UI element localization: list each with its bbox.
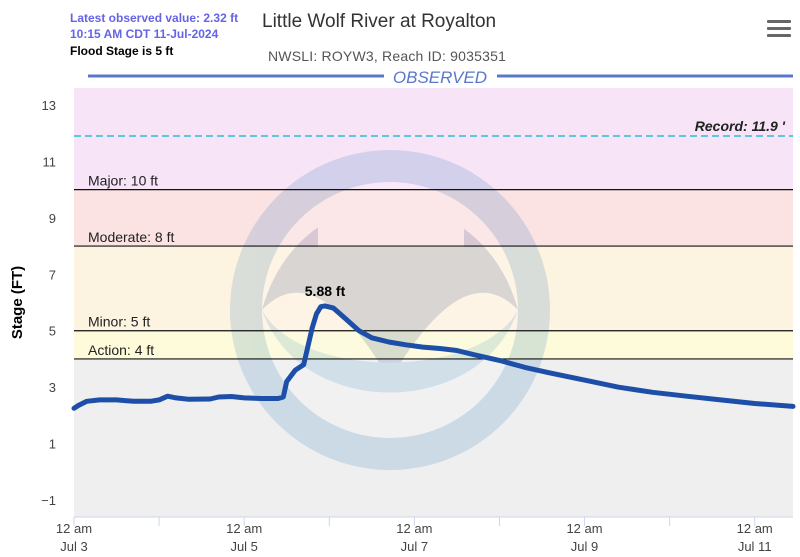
x-tick-label-time: 12 am <box>226 521 262 536</box>
x-tick-label-time: 12 am <box>737 521 773 536</box>
peak-value-label: 5.88 ft <box>305 283 346 299</box>
flood-stage-text: Flood Stage is 5 ft <box>70 44 174 58</box>
record-band <box>74 88 793 190</box>
x-tick-label-date: Jul 3 <box>60 539 87 554</box>
x-tick-label-time: 12 am <box>566 521 602 536</box>
x-tick-label-date: Jul 9 <box>571 539 598 554</box>
observed-header-rule: OBSERVED <box>88 68 793 87</box>
y-tick-label: 7 <box>49 267 56 282</box>
major-band <box>74 189 793 247</box>
x-tick-label-time: 12 am <box>56 521 92 536</box>
stage-line <box>71 303 796 411</box>
y-tick-label: 13 <box>42 98 56 113</box>
y-tick-label: 9 <box>49 211 56 226</box>
y-tick-label: 3 <box>49 380 56 395</box>
menu-bar <box>767 27 791 30</box>
y-axis-label: Stage (FT) <box>9 266 26 339</box>
chart-subtitle: NWSLI: ROYW3, Reach ID: 9035351 <box>268 48 507 64</box>
y-tick-label: 5 <box>49 324 56 339</box>
moderate-band <box>74 246 793 331</box>
menu-bar <box>767 34 791 37</box>
x-tick-label-date: Jul 5 <box>230 539 257 554</box>
moderate-threshold-label: Moderate: 8 ft <box>88 229 174 245</box>
action-threshold-label: Action: 4 ft <box>88 342 154 358</box>
observed-label: OBSERVED <box>393 68 487 87</box>
noaa-watermark-logo <box>230 150 550 470</box>
x-tick-label-date: Jul 7 <box>401 539 428 554</box>
minor-band <box>74 330 793 359</box>
stage-bands <box>74 88 793 517</box>
latest-observed-time: 10:15 AM CDT 11-Jul-2024 <box>70 27 219 41</box>
major-threshold-label: Major: 10 ft <box>88 173 158 189</box>
record-threshold-label: Record: 11.9 ' <box>695 118 786 134</box>
chart-title: Little Wolf River at Royalton <box>262 11 497 32</box>
latest-observed-value: Latest observed value: 2.32 ft <box>70 11 239 25</box>
y-tick-label: 11 <box>43 154 57 169</box>
threshold-lines: Record: 11.9 ' Major: 10 ft Moderate: 8 ft… <box>74 118 793 360</box>
chart-annotations: 5.88 ft <box>305 283 346 299</box>
y-tick-label: −1 <box>41 493 56 508</box>
hamburger-menu-icon[interactable] <box>767 20 791 38</box>
normal-band <box>74 358 793 517</box>
stage-series <box>71 303 796 411</box>
x-tick-label-time: 12 am <box>396 521 432 536</box>
minor-threshold-label: Minor: 5 ft <box>88 314 150 330</box>
x-axis: 12 am Jul 3 12 am Jul 5 12 am Jul 7 12 am Jul 9… <box>56 516 793 554</box>
menu-bar <box>767 20 791 23</box>
observation-info: Latest observed value: 2.32 ft 10:15 AM … <box>70 10 238 59</box>
y-tick-label: 1 <box>49 437 56 452</box>
x-tick-label-date: Jul 11 <box>738 539 772 554</box>
